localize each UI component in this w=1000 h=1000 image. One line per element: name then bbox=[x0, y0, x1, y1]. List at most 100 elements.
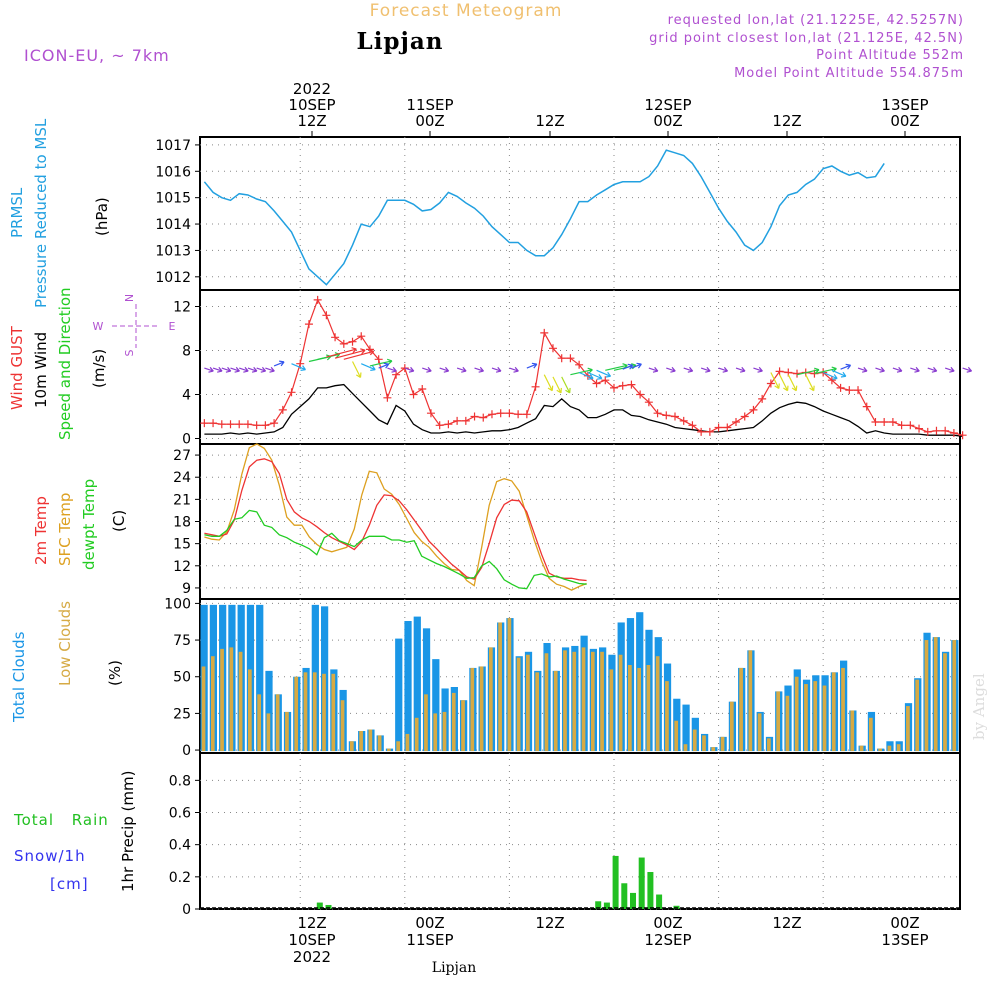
gust-marker bbox=[217, 420, 226, 429]
watermark: by Angel bbox=[970, 673, 988, 740]
rain-bar bbox=[325, 904, 332, 909]
y-tick-label: 24 bbox=[173, 470, 191, 486]
low-cloud-bar bbox=[257, 694, 261, 752]
rain-bar bbox=[612, 855, 619, 909]
wind-arrow bbox=[805, 374, 815, 392]
wind-arrow bbox=[596, 369, 612, 378]
low-cloud-bar bbox=[600, 651, 604, 752]
low-cloud-bar bbox=[526, 654, 530, 752]
low-cloud-bar bbox=[933, 637, 938, 752]
wind-arrow bbox=[840, 363, 852, 370]
gust-marker bbox=[897, 421, 906, 430]
low-cloud-bar bbox=[813, 681, 818, 752]
gust-marker bbox=[331, 333, 340, 342]
low-cloud-bar bbox=[535, 672, 540, 752]
wind10m-label: 10m Wind bbox=[32, 332, 50, 408]
time-label-top: 13SEP bbox=[881, 96, 928, 114]
gust-marker bbox=[243, 420, 252, 429]
gust-marker bbox=[671, 412, 679, 421]
y-tick-label: 1015 bbox=[155, 191, 191, 207]
low-cloud-bar bbox=[248, 669, 252, 752]
low-cloud-bar bbox=[748, 650, 753, 752]
gust-marker bbox=[854, 386, 863, 395]
gust-marker bbox=[287, 388, 296, 397]
gust-marker bbox=[418, 385, 427, 393]
wind-arrow bbox=[256, 366, 267, 373]
time-label-top: 2022 bbox=[293, 80, 331, 98]
low-cloud-bar bbox=[711, 747, 716, 752]
compass-w: W bbox=[93, 320, 104, 333]
gust-marker bbox=[714, 423, 723, 432]
wind-arrow bbox=[631, 362, 642, 369]
time-label-top: 12Z bbox=[535, 112, 564, 130]
gust-marker bbox=[435, 421, 444, 430]
wind-arrow bbox=[204, 366, 214, 373]
y-tick-label: 1013 bbox=[155, 243, 191, 259]
low-cloud-bar bbox=[739, 667, 743, 752]
wind-arrow bbox=[796, 367, 820, 376]
low-cloud-bar bbox=[915, 679, 920, 752]
wind-arrow bbox=[378, 362, 390, 369]
y-tick-label: 27 bbox=[173, 448, 191, 464]
gust-marker bbox=[906, 421, 915, 430]
wind-arrow bbox=[404, 366, 415, 373]
y-tick-label: 1014 bbox=[155, 217, 191, 233]
gust-marker bbox=[392, 370, 401, 379]
temp2m-line bbox=[204, 458, 587, 582]
wind-arrow bbox=[543, 374, 554, 392]
gust-marker bbox=[383, 393, 392, 402]
wind-arrow bbox=[291, 363, 307, 371]
gust-marker bbox=[261, 421, 270, 430]
gust-marker bbox=[270, 419, 279, 428]
low-cloud-bar bbox=[702, 735, 706, 752]
wind-arrow bbox=[770, 372, 780, 390]
low-cloud-bar bbox=[405, 733, 410, 752]
panel-clouds: 0 25 50 75 100 bbox=[164, 596, 961, 759]
low-cloud-bar bbox=[322, 673, 326, 752]
time-label-top: 11SEP bbox=[406, 96, 453, 114]
gust-marker bbox=[339, 339, 348, 348]
low-cloud-bar bbox=[368, 729, 373, 752]
gust-marker bbox=[871, 418, 880, 426]
y-tick-label: 75 bbox=[173, 633, 191, 649]
y-tick-label: 0 bbox=[182, 902, 191, 918]
model-label: ICON-EU, ~ 7km bbox=[24, 46, 170, 65]
footer-location: Lipjan bbox=[432, 960, 476, 976]
time-label-top: 00Z bbox=[415, 112, 444, 130]
y-tick-label: 0.8 bbox=[169, 773, 191, 789]
gust-marker bbox=[209, 419, 218, 428]
low-cloud-bar bbox=[896, 744, 901, 752]
low-cloud-bar bbox=[312, 672, 317, 752]
gust-marker bbox=[357, 332, 366, 341]
gust-marker bbox=[732, 418, 741, 426]
panel-temperature: 9 12 15 18 21 24 27 bbox=[173, 443, 961, 600]
gust-marker bbox=[601, 376, 610, 385]
wind-arrow bbox=[875, 366, 885, 373]
wind-arrow bbox=[247, 366, 258, 373]
low-cloud-bar bbox=[387, 748, 391, 752]
wind-arrow bbox=[239, 366, 249, 373]
prmsl-label: PRMSL bbox=[8, 187, 26, 238]
wind-arrow bbox=[334, 348, 366, 359]
gust-marker bbox=[278, 405, 287, 414]
prmsl-desc-label: Pressure Reduced to MSL bbox=[32, 118, 50, 308]
low-cloud-bar bbox=[850, 710, 855, 752]
gust-marker bbox=[880, 418, 889, 426]
wind-arrow bbox=[273, 360, 285, 367]
low-cloud-bar bbox=[924, 640, 929, 752]
low-cloud-bar bbox=[906, 706, 910, 752]
gust-line bbox=[204, 298, 963, 436]
gust-marker bbox=[540, 328, 549, 337]
clouds-unit: (%) bbox=[106, 660, 124, 686]
gust-marker bbox=[374, 355, 383, 364]
low-cloud-bar bbox=[544, 653, 549, 752]
time-label-bottom: 10SEP bbox=[288, 931, 335, 949]
low-cloud-bar bbox=[266, 713, 271, 752]
rain-bar bbox=[638, 857, 645, 909]
gust-marker bbox=[566, 354, 575, 363]
low-cloud-bar bbox=[692, 729, 697, 752]
total-cloud-bar bbox=[395, 638, 403, 752]
y-tick-label: 50 bbox=[173, 670, 191, 686]
gust-marker bbox=[479, 413, 488, 422]
gust-marker bbox=[557, 354, 566, 363]
